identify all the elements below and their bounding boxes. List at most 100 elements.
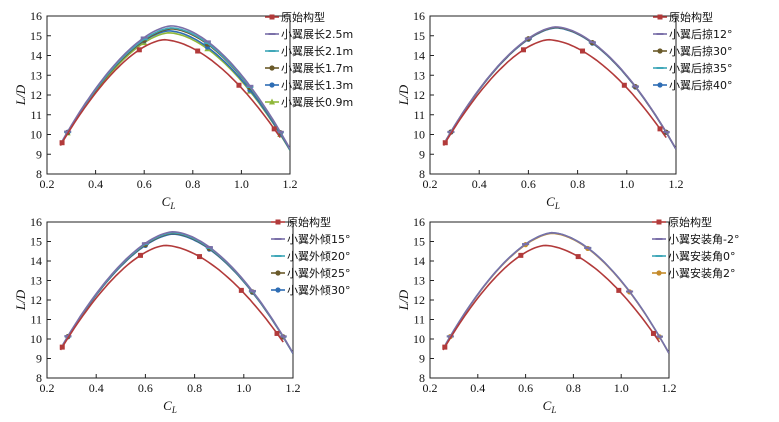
series-1-marker xyxy=(447,130,455,133)
series-0-marker xyxy=(238,287,244,293)
series-0-marker xyxy=(616,287,622,293)
series-0-marker xyxy=(442,344,448,350)
x-tick-label: 0.2 xyxy=(423,381,438,395)
y-tick-label: 14 xyxy=(413,49,425,63)
y-tick-label: 10 xyxy=(413,128,425,142)
legend-label: 小翼展长1.7m xyxy=(281,62,353,75)
x-tick-label: 0.6 xyxy=(521,177,536,191)
series-3-marker xyxy=(656,67,664,69)
y-tick-label: 9 xyxy=(419,147,425,161)
y-axis-label: L/D xyxy=(13,289,28,311)
x-axis-label: CL xyxy=(162,194,176,211)
x-axis-label: CL xyxy=(163,398,177,415)
series-2-marker xyxy=(203,42,211,45)
series-0-marker xyxy=(657,126,663,132)
series-0-line xyxy=(59,244,284,351)
chart-3: 0.2 0.4 0.6 0.8 1.0 1.2 8 9 10 11 12 13 14 15 16 CL L/D 原… xyxy=(13,215,351,415)
x-tick-label: 0.6 xyxy=(138,381,153,395)
series-4-marker xyxy=(269,82,275,88)
x-axis-label-sub: L xyxy=(171,405,177,415)
series-3-marker xyxy=(656,270,662,276)
y-tick-label: 8 xyxy=(419,167,425,181)
series-0-line xyxy=(442,38,667,147)
x-axis-label: CL xyxy=(543,398,557,415)
x-tick-label: 0.8 xyxy=(570,177,585,191)
legend-label: 原始构型 xyxy=(281,10,325,24)
x-tick-label: 1.0 xyxy=(619,177,634,191)
x-tick-label: 0.2 xyxy=(40,177,55,191)
legend-label: 小翼外倾20° xyxy=(287,250,351,263)
y-tick-label: 12 xyxy=(30,293,42,307)
x-tick-label: 1.2 xyxy=(669,177,684,191)
series-1-marker xyxy=(655,335,663,338)
series-1-marker xyxy=(141,242,149,245)
x-tick-label: 0.8 xyxy=(185,177,200,191)
plot-area xyxy=(442,231,669,354)
series-1-marker xyxy=(656,33,664,35)
y-tick-label: 8 xyxy=(36,167,42,181)
y-tick-label: 8 xyxy=(419,371,425,385)
series-0-marker xyxy=(269,14,275,20)
x-tick-label: 0.4 xyxy=(470,381,485,395)
series-0-marker xyxy=(520,47,526,53)
series-1-marker xyxy=(268,33,276,35)
series-1-marker xyxy=(279,335,287,338)
series-0-marker xyxy=(575,254,581,260)
y-tick-label: 13 xyxy=(413,68,425,82)
series-0-marker xyxy=(137,252,143,258)
series-2-marker xyxy=(657,48,663,54)
series-3-marker xyxy=(275,270,281,276)
x-axis-label-sub: L xyxy=(554,201,560,211)
series-1-line xyxy=(444,231,669,354)
legend-label: 小翼后掠40° xyxy=(669,78,733,92)
x-tick-label: 0.6 xyxy=(137,177,152,191)
y-tick-label: 15 xyxy=(413,235,425,249)
y-axis-label: L/D xyxy=(13,84,28,106)
series-0-marker xyxy=(197,254,203,260)
series-1-marker xyxy=(446,335,454,338)
series-1-marker xyxy=(276,130,284,133)
y-tick-label: 12 xyxy=(413,293,425,307)
plot-area xyxy=(442,26,676,150)
legend-label: 小翼安装角-2° xyxy=(668,232,739,246)
y-axis-label: L/D xyxy=(396,84,411,106)
x-tick-label: 1.2 xyxy=(662,381,677,395)
series-1-marker xyxy=(584,246,592,249)
plot-area xyxy=(59,25,290,151)
x-axis-label-sub: L xyxy=(169,201,175,211)
y-tick-label: 13 xyxy=(30,68,42,82)
x-tick-label: 1.0 xyxy=(234,177,249,191)
y-tick-label: 9 xyxy=(36,147,42,161)
series-0-marker xyxy=(442,140,448,146)
chart-1: 0.2 0.4 0.6 0.8 1.0 1.2 8 9 10 11 12 13 14 15 16 CL L/D 原… xyxy=(13,9,353,211)
x-tick-label: 0.4 xyxy=(88,177,103,191)
series-5-marker xyxy=(269,98,275,105)
legend-label: 小翼后掠35° xyxy=(669,61,733,75)
x-tick-label: 1.0 xyxy=(236,381,251,395)
series-1-marker xyxy=(203,40,211,43)
series-0-line xyxy=(59,38,281,147)
series-0-marker xyxy=(274,330,280,336)
series-0-marker xyxy=(59,344,65,350)
y-tick-label: 9 xyxy=(419,352,425,366)
legend-label: 小翼展长2.1m xyxy=(281,45,353,58)
series-2-marker xyxy=(655,255,663,257)
series-0-marker xyxy=(136,47,142,53)
series-1-marker xyxy=(626,290,634,293)
y-tick-label: 13 xyxy=(30,274,42,288)
legend-label: 原始构型 xyxy=(669,10,713,24)
series-1-marker xyxy=(662,131,670,134)
series-1-marker xyxy=(655,238,663,240)
legend-label: 小翼安装角2° xyxy=(668,266,736,280)
y-tick-label: 16 xyxy=(30,215,42,229)
series-0-marker xyxy=(657,14,663,20)
legend-label: 小翼外倾25° xyxy=(287,267,351,280)
x-tick-label: 0.2 xyxy=(40,381,55,395)
series-2-marker xyxy=(268,50,276,52)
series-2-marker xyxy=(274,255,282,257)
legend-label: 小翼后掠12° xyxy=(669,27,733,41)
plot-area xyxy=(59,230,293,355)
